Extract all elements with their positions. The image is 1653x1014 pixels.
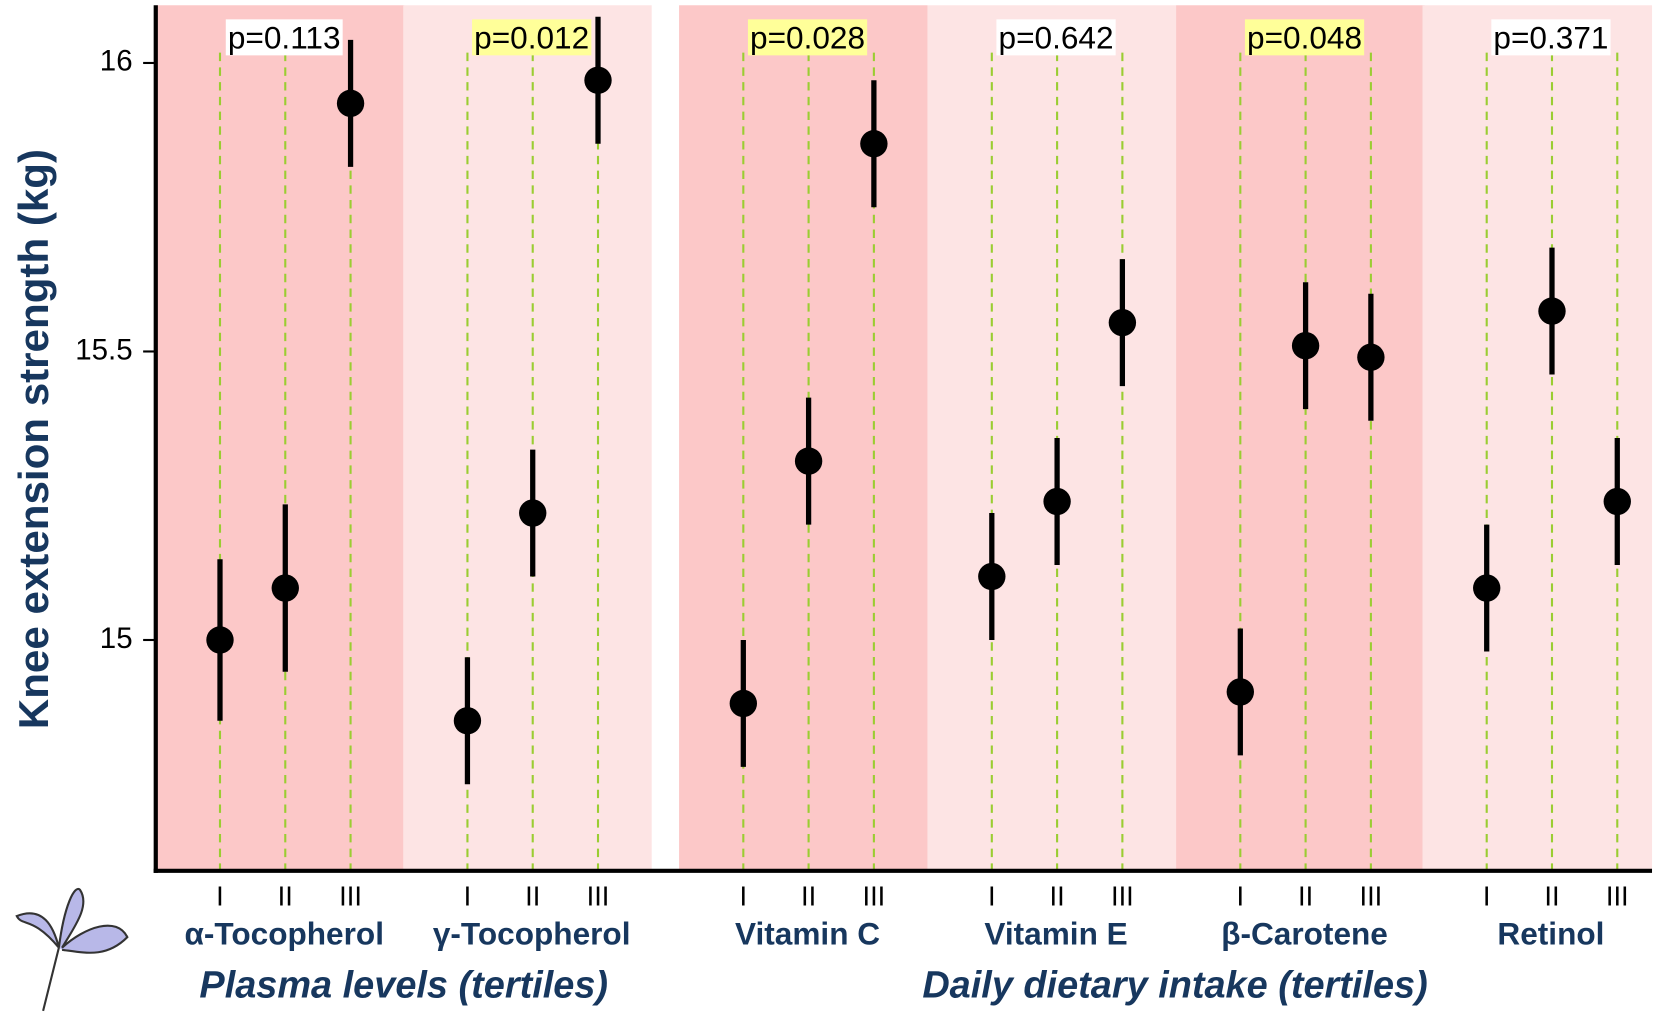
point <box>1108 308 1137 337</box>
panel-band <box>155 5 405 871</box>
point <box>271 574 299 602</box>
x-tick-label: II <box>801 880 816 911</box>
y-axis-label: Knee extension strength (kg) <box>10 149 57 729</box>
panel-band <box>679 5 928 871</box>
annotation-bg <box>996 19 1116 56</box>
annotation-bg <box>1244 19 1365 56</box>
p-value: p=0.012 <box>474 19 589 55</box>
group-label: Daily dietary intake (tertiles) <box>922 965 1427 1007</box>
series-label: β-Carotene <box>1221 915 1388 951</box>
y-tick-label: 16 <box>100 45 133 78</box>
point <box>453 707 482 735</box>
x-tick-label: I <box>988 880 996 911</box>
series-label: Retinol <box>1497 915 1604 951</box>
panel-band <box>1422 5 1653 871</box>
x-tick-label: III <box>1111 880 1134 911</box>
p-value: p=0.113 <box>228 19 341 55</box>
group-label: Plasma levels (tertiles) <box>199 965 608 1007</box>
x-tick-label: I <box>1237 880 1245 911</box>
series-label: α-Tocopherol <box>184 915 384 951</box>
x-tick-label: III <box>1359 880 1382 911</box>
point <box>584 66 612 94</box>
point <box>1043 487 1071 516</box>
x-tick-label: I <box>1483 880 1491 911</box>
panel-band <box>403 5 652 871</box>
annotation-bg <box>1491 19 1611 56</box>
panel-band <box>1176 5 1425 871</box>
annotation-bg <box>747 19 868 56</box>
point <box>1538 297 1566 325</box>
point <box>860 130 888 158</box>
x-tick-label: III <box>862 880 885 911</box>
x-tick-label: II <box>1049 880 1064 911</box>
p-value: p=0.642 <box>999 19 1114 55</box>
point <box>794 447 823 475</box>
x-tick-label: III <box>587 880 610 911</box>
x-tick-label: II <box>278 880 293 911</box>
point <box>206 626 234 654</box>
point <box>1357 343 1385 371</box>
x-tick-label: III <box>1606 880 1629 911</box>
x-tick-label: III <box>339 880 362 911</box>
series-label: γ-Tocopherol <box>433 915 631 951</box>
point <box>1473 574 1501 602</box>
point <box>978 562 1006 591</box>
x-tick-label: II <box>1544 880 1559 911</box>
point <box>729 689 758 718</box>
point <box>1226 678 1255 706</box>
series-label: Vitamin C <box>735 915 880 951</box>
point <box>519 499 547 527</box>
x-tick-label: I <box>740 880 748 911</box>
annotation-bg <box>472 19 592 56</box>
annotation-bg <box>225 19 343 56</box>
x-tick-label: I <box>464 880 472 911</box>
panel-band <box>927 5 1177 871</box>
x-tick-label: I <box>216 880 224 911</box>
p-value: p=0.028 <box>750 19 865 55</box>
series-label: Vitamin E <box>984 915 1127 951</box>
point <box>336 89 365 118</box>
x-tick-label: II <box>525 880 540 911</box>
p-value: p=0.371 <box>1493 19 1608 55</box>
y-tick-label: 15 <box>100 622 133 655</box>
logo-icon <box>15 887 129 1012</box>
p-value: p=0.048 <box>1247 19 1362 55</box>
y-tick-label: 15.5 <box>75 333 132 366</box>
point <box>1603 487 1631 516</box>
point <box>1291 332 1320 360</box>
x-tick-label: II <box>1298 880 1313 911</box>
